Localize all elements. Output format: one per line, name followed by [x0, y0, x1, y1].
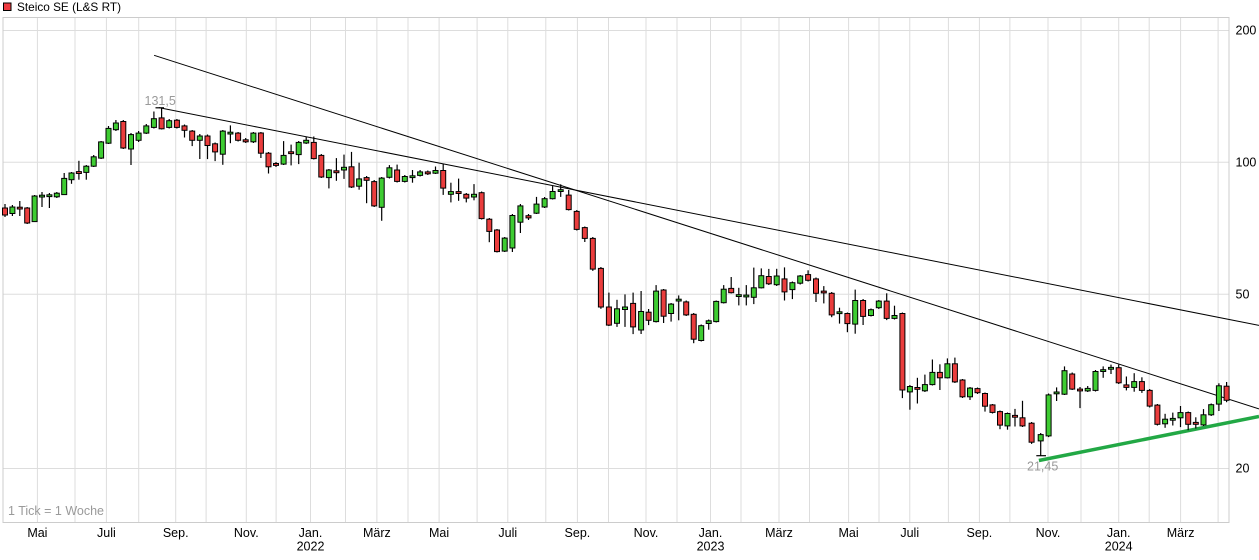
svg-text:März: März [363, 526, 391, 540]
svg-text:Mai: Mai [429, 526, 449, 540]
svg-text:Sep.: Sep. [565, 526, 591, 540]
svg-text:21,45: 21,45 [1027, 460, 1058, 474]
svg-text:März: März [1167, 526, 1195, 540]
svg-text:2024: 2024 [1105, 540, 1133, 554]
svg-text:März: März [765, 526, 793, 540]
svg-text:Jan.: Jan. [1107, 526, 1131, 540]
svg-text:Juli: Juli [900, 526, 919, 540]
svg-text:Steico SE (L&S RT): Steico SE (L&S RT) [17, 0, 121, 14]
svg-text:20: 20 [1236, 462, 1250, 476]
svg-text:Nov.: Nov. [1036, 526, 1061, 540]
svg-text:50: 50 [1236, 287, 1250, 301]
svg-text:Mai: Mai [27, 526, 47, 540]
svg-text:1 Tick = 1 Woche: 1 Tick = 1 Woche [8, 504, 104, 518]
svg-text:100: 100 [1236, 156, 1257, 170]
svg-text:Nov.: Nov. [634, 526, 659, 540]
svg-text:Juli: Juli [498, 526, 517, 540]
svg-text:2023: 2023 [697, 540, 725, 554]
svg-text:Mai: Mai [839, 526, 859, 540]
svg-text:Juli: Juli [97, 526, 116, 540]
svg-text:Nov.: Nov. [234, 526, 259, 540]
svg-text:Jan.: Jan. [699, 526, 723, 540]
svg-text:Sep.: Sep. [967, 526, 993, 540]
svg-text:200: 200 [1236, 24, 1257, 38]
svg-text:Sep.: Sep. [163, 526, 189, 540]
svg-text:131,5: 131,5 [145, 94, 176, 108]
svg-text:Jan.: Jan. [299, 526, 323, 540]
svg-text:2022: 2022 [297, 540, 325, 554]
